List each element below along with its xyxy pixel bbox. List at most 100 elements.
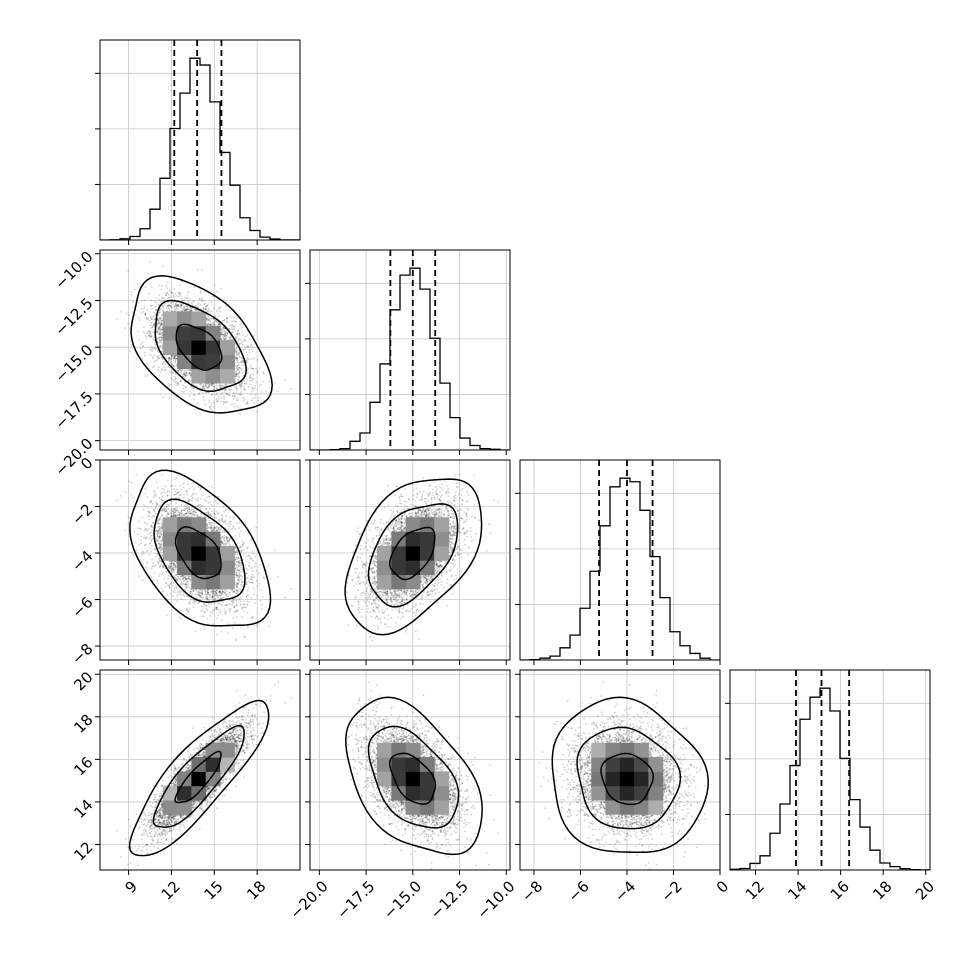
scatter-point — [242, 342, 244, 344]
scatter-point — [145, 335, 147, 337]
scatter-point — [168, 294, 170, 296]
scatter-point — [224, 389, 226, 391]
scatter-point — [252, 398, 254, 400]
scatter-point — [242, 372, 244, 374]
scatter-point — [139, 319, 141, 321]
scatter-point — [154, 348, 156, 350]
scatter-point — [155, 302, 157, 304]
scatter-point — [159, 334, 161, 336]
scatter-point — [149, 354, 151, 356]
scatter-point — [234, 403, 236, 405]
scatter-point — [143, 311, 145, 313]
scatter-point — [198, 392, 200, 394]
scatter-point — [231, 403, 233, 405]
scatter-point — [250, 393, 252, 395]
scatter-point — [183, 310, 185, 312]
scatter-point — [243, 400, 245, 402]
scatter-point — [243, 386, 245, 388]
scatter-point — [202, 392, 204, 394]
scatter-point — [127, 270, 129, 272]
scatter-point — [193, 301, 195, 303]
scatter-point — [231, 324, 233, 326]
scatter-point — [175, 295, 177, 297]
scatter-point — [256, 411, 258, 413]
scatter-point — [163, 367, 165, 369]
scatter-point — [247, 354, 249, 356]
scatter-point — [238, 372, 240, 374]
scatter-point — [170, 384, 172, 386]
scatter-point — [173, 288, 175, 290]
scatter-point — [239, 356, 241, 358]
scatter-point — [159, 345, 161, 347]
scatter-point — [151, 347, 153, 349]
scatter-point — [130, 291, 132, 293]
scatter-point — [152, 356, 154, 358]
scatter-point — [247, 372, 249, 374]
scatter-point — [204, 385, 206, 387]
scatter-point — [246, 346, 248, 348]
scatter-point — [146, 316, 148, 318]
scatter-point — [186, 298, 188, 300]
scatter-point — [140, 343, 142, 345]
scatter-point — [161, 320, 163, 322]
scatter-point — [251, 348, 253, 350]
scatter-point — [161, 369, 163, 371]
scatter-point — [246, 360, 248, 362]
scatter-point — [277, 391, 279, 393]
scatter-point — [244, 339, 246, 341]
scatter-point — [248, 346, 250, 348]
scatter-point — [146, 318, 148, 320]
scatter-point — [135, 314, 137, 316]
scatter-point — [203, 291, 205, 293]
scatter-point — [175, 304, 177, 306]
scatter-point — [161, 323, 163, 325]
scatter-point — [187, 300, 189, 302]
scatter-point — [220, 401, 222, 403]
scatter-point — [252, 373, 254, 375]
scatter-point — [174, 293, 176, 295]
scatter-point — [175, 381, 177, 383]
scatter-point — [210, 404, 212, 406]
scatter-point — [235, 376, 237, 378]
scatter-point — [159, 342, 161, 344]
scatter-point — [234, 395, 236, 397]
scatter-point — [208, 400, 210, 402]
scatter-point — [183, 307, 185, 309]
scatter-point — [213, 402, 215, 404]
scatter-point — [124, 327, 126, 329]
scatter-point — [257, 370, 259, 372]
scatter-point — [236, 351, 238, 353]
scatter-point — [154, 343, 156, 345]
scatter-point — [214, 315, 216, 317]
scatter-point — [216, 385, 218, 387]
scatter-point — [203, 396, 205, 398]
scatter-point — [240, 339, 242, 341]
scatter-point — [184, 300, 186, 302]
scatter-point — [244, 383, 246, 385]
scatter-point — [233, 398, 235, 400]
scatter-point — [246, 403, 248, 405]
scatter-point — [186, 294, 188, 296]
scatter-point — [171, 357, 173, 359]
scatter-point — [238, 339, 240, 341]
scatter-point — [159, 340, 161, 342]
scatter-point — [248, 386, 250, 388]
scatter-point — [229, 325, 231, 327]
scatter-point — [215, 320, 217, 322]
scatter-point — [188, 372, 190, 374]
scatter-point — [161, 314, 163, 316]
scatter-point — [235, 353, 237, 355]
scatter-point — [153, 312, 155, 314]
scatter-point — [149, 319, 151, 321]
scatter-point — [247, 334, 249, 336]
scatter-point — [258, 398, 260, 400]
scatter-point — [151, 327, 153, 329]
scatter-point — [136, 358, 138, 360]
scatter-point — [241, 327, 243, 329]
scatter-point — [190, 380, 192, 382]
scatter-point — [129, 350, 131, 352]
scatter-point — [201, 300, 203, 302]
scatter-point — [218, 307, 220, 309]
scatter-point — [250, 345, 252, 347]
scatter-point — [140, 312, 142, 314]
